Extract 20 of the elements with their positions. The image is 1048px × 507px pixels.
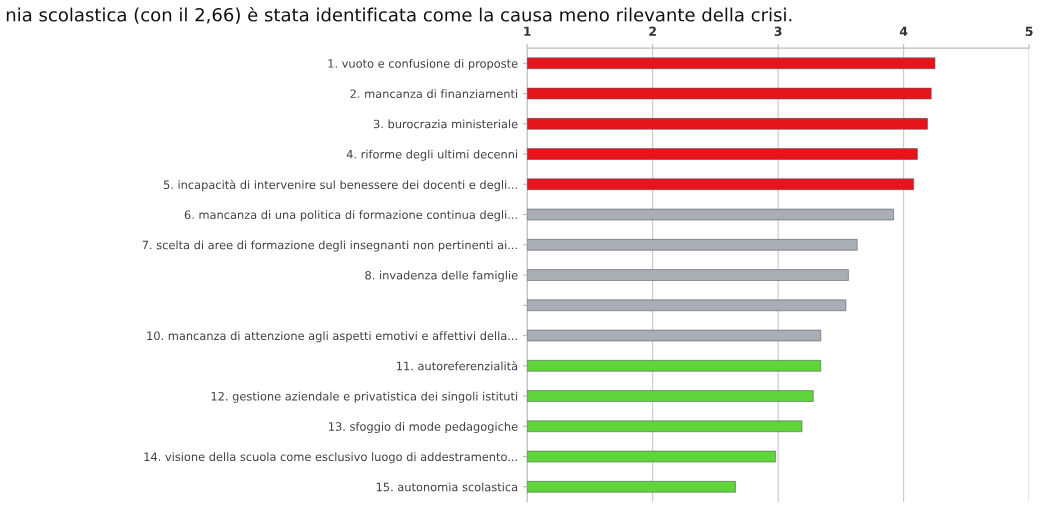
y-tick-label: 6. mancanza di una politica di formazione continua degli...	[184, 210, 517, 222]
x-tick-label: 4	[899, 26, 908, 36]
y-tick-label: 10. mancanza di attenzione agli aspetti emotivi e affettivi della...	[147, 331, 517, 343]
y-tick-label: 4. riforme degli ultimi decenni	[346, 149, 518, 161]
y-tick-label: 8. invadenza delle famiglie	[365, 270, 518, 282]
y-tick-label: 5. incapacità di intervenire sul benessere dei docenti e degli...	[163, 179, 517, 192]
y-tick-label: 1. vuoto e confusione di proposte	[328, 58, 518, 70]
x-tick-label: 5	[1025, 26, 1033, 37]
x-tick-label: 3	[774, 26, 782, 37]
x-tick-label: 1	[524, 26, 531, 36]
y-tick-label: 15. autonomia scolastica	[376, 482, 518, 492]
y-tick-label: 13. sfoggio di mode pedagogiche	[329, 421, 518, 433]
chart-title: nia scolastica (con il 2,66) è stata identificata come la causa meno rilevante della crisi.	[6, 6, 792, 24]
y-tick-label: 2. mancanza di finanziamenti	[350, 89, 518, 99]
y-tick-label: 7. scelta di aree di formazione degli insegnanti non pertinenti ai...	[142, 240, 517, 252]
x-tick-label: 2	[649, 26, 656, 36]
y-tick-label: 12. gestione aziendale e privatistica dei singoli istituti	[211, 391, 518, 403]
y-tick-label: 14. visione della scuola come esclusivo luogo di addestramento...	[144, 452, 517, 464]
y-tick-label: 3. burocrazia ministeriale	[373, 119, 518, 129]
y-tick-label: 11. autoreferenzialità	[397, 361, 518, 371]
